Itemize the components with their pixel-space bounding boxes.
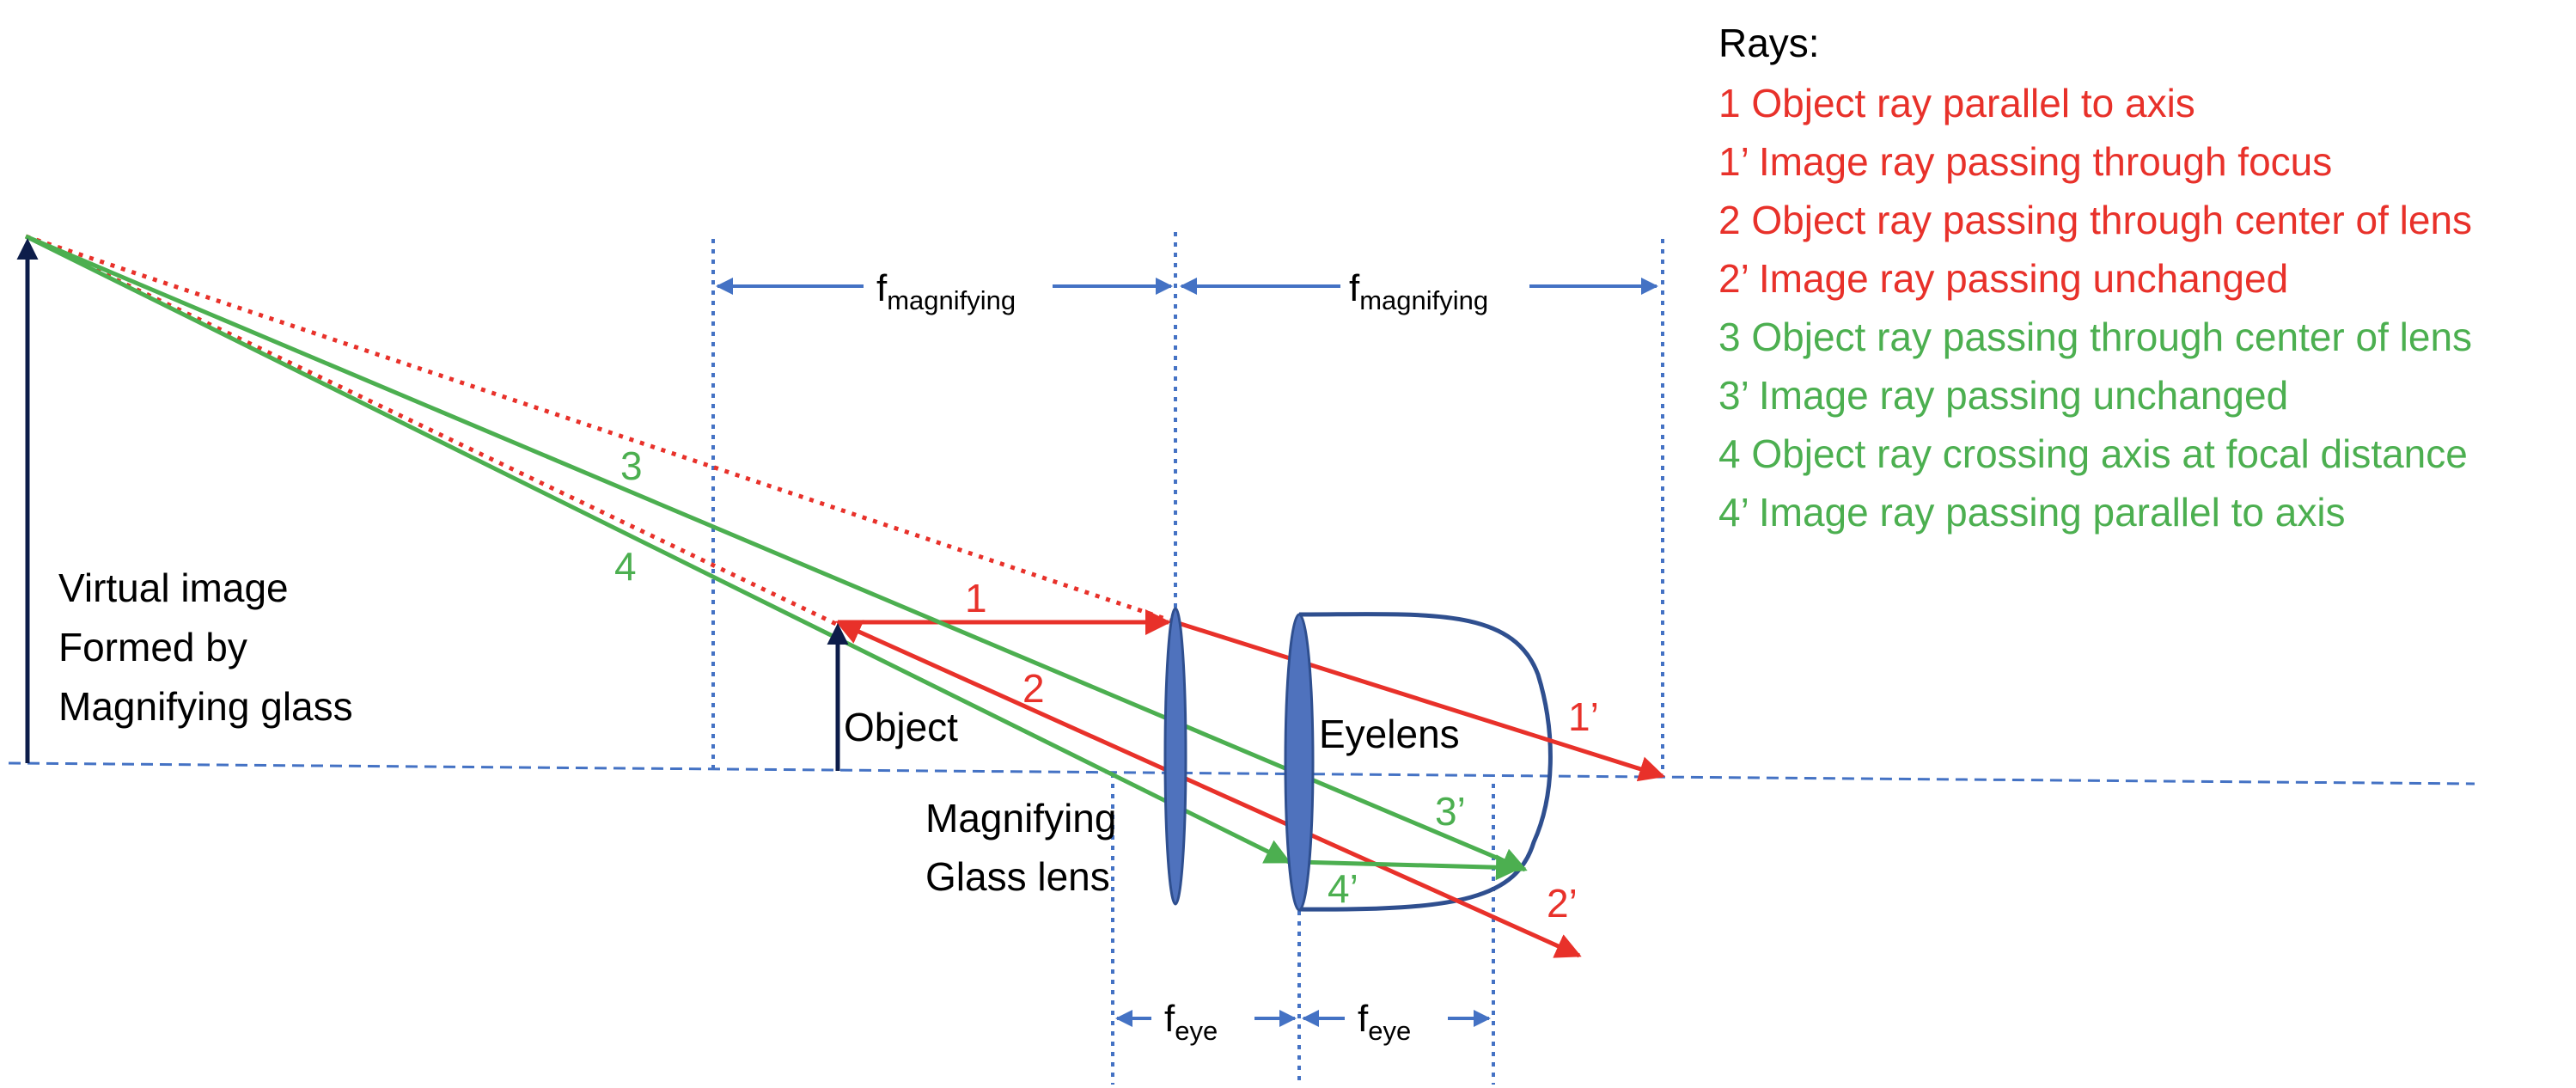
f-eye-right-label: feye xyxy=(1358,998,1411,1046)
ray-1-label: 1 xyxy=(965,576,987,620)
ray-3-and-3-prime xyxy=(25,234,1528,873)
legend-title: Rays: xyxy=(1718,21,1820,65)
magnifying-lens-label: Magnifying Glass lens xyxy=(925,796,1127,899)
eyelens xyxy=(1284,613,1315,912)
virtual-image-label: Virtual image Formed by Magnifying glass xyxy=(58,565,353,729)
legend-item: 1 Object ray parallel to axis xyxy=(1718,81,2195,125)
ray-3-label: 3 xyxy=(620,443,643,488)
object-label: Object xyxy=(844,705,958,749)
f-eye-left-label: feye xyxy=(1164,998,1218,1046)
f-magnifying-right-label-bg xyxy=(1340,258,1529,320)
ray-4-prime-label: 4’ xyxy=(1328,866,1358,911)
legend-item: 2 Object ray passing through center of l… xyxy=(1718,198,2472,242)
red-dotted-virtual-ray-2 xyxy=(24,234,839,627)
legend-item: 2’ Image ray passing unchanged xyxy=(1718,256,2288,301)
legend-item: 4’ Image ray passing parallel to axis xyxy=(1718,490,2346,535)
optical-axis xyxy=(8,761,2475,785)
f-eye-left-label-bg xyxy=(1151,988,1254,1053)
magnifying-glass-lens xyxy=(1163,607,1187,906)
ray-1-prime-label: 1’ xyxy=(1568,694,1599,739)
ray-2-prime-label: 2’ xyxy=(1547,881,1578,926)
f-magnifying-left-label: fmagnifying xyxy=(876,267,1016,315)
ray-3-prime-label: 3’ xyxy=(1435,789,1466,834)
legend-item: 3 Object ray passing through center of l… xyxy=(1718,315,2472,359)
ray-4-label: 4 xyxy=(614,544,637,589)
red-dotted-virtual-ray-1 xyxy=(25,234,1176,625)
ray-4 xyxy=(24,234,1291,865)
legend-item: 1’ Image ray passing through focus xyxy=(1718,139,2332,184)
ray-4-prime xyxy=(1298,854,1522,881)
eyelens-label: Eyelens xyxy=(1319,712,1460,756)
rays-legend: Rays: 1 Object ray parallel to axis 1’ I… xyxy=(1718,21,2472,535)
f-magnifying-left-label-bg xyxy=(864,258,1053,320)
ray-2-label: 2 xyxy=(1022,666,1045,711)
f-magnifying-right-label: fmagnifying xyxy=(1349,267,1488,315)
f-eye-right-label-bg xyxy=(1345,988,1448,1053)
legend-item: 3’ Image ray passing unchanged xyxy=(1718,373,2288,418)
legend-item: 4 Object ray crossing axis at focal dist… xyxy=(1718,431,2468,476)
ray-2-and-2-prime xyxy=(835,620,1582,958)
